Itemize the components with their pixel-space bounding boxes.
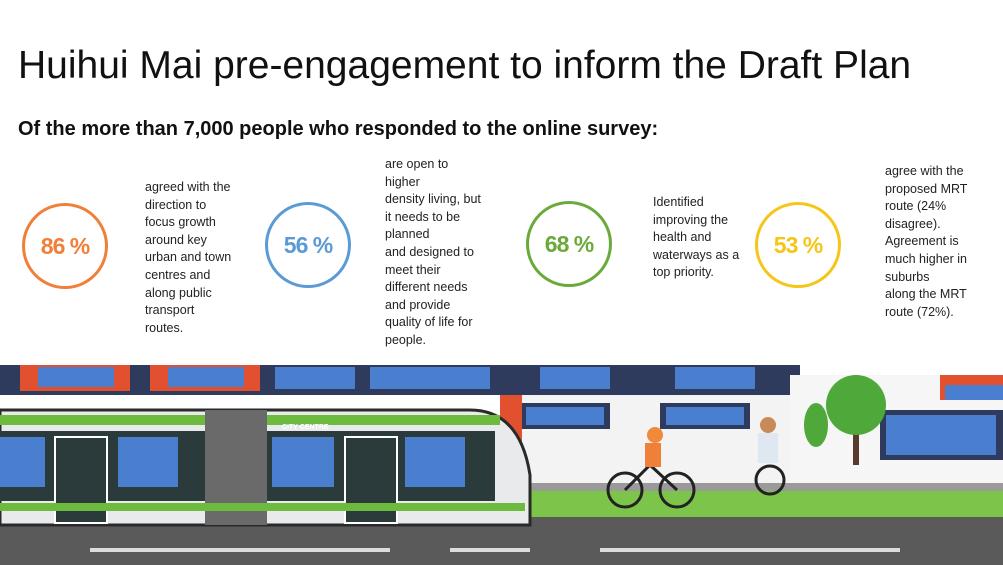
description-line: around key [145, 232, 207, 247]
description-line: transport [145, 303, 195, 318]
description-line: higher [385, 174, 420, 189]
description-line: proposed MRT [885, 181, 968, 196]
description-line: routes. [145, 320, 184, 335]
description-line: agreed with the [145, 180, 231, 194]
description-line: people. [385, 332, 427, 347]
description-line: suburbs [885, 269, 930, 284]
description-line: and designed to [385, 244, 474, 259]
description-line: urban and town [145, 250, 232, 265]
description-line: direction to [145, 197, 207, 212]
stat-circle: 53 % [755, 202, 841, 288]
description-line: it needs to be [385, 209, 461, 224]
stat-description: Identified improving the health and waterwa… [653, 194, 739, 282]
description-line: meet their [385, 262, 441, 277]
description-line: quality of life for [385, 315, 473, 330]
description-line: health and [653, 230, 712, 245]
description-line: Identified [653, 195, 704, 209]
stat-description: agree with the proposed MRT route (24% disa… [885, 163, 967, 321]
description-line: improving the [653, 212, 729, 227]
slide-subtitle: Of the more than 7,000 people who respon… [18, 118, 659, 140]
description-line: and provide [385, 297, 451, 312]
description-line: disagree). [885, 216, 941, 231]
stat-circle: 68 % [526, 201, 612, 287]
description-line: along the MRT [885, 287, 967, 302]
description-line: different needs [385, 280, 468, 295]
description-line: focus growth [145, 215, 216, 230]
description-line: planned [385, 227, 430, 242]
description-line: Agreement is [885, 234, 959, 249]
tram-sign: CITY CENTRE [282, 424, 329, 431]
description-line: are open to [385, 157, 449, 171]
slide-title: Huihui Mai pre-engagement to inform the … [18, 44, 912, 87]
description-line: agree with the [885, 164, 964, 178]
stat-circle: 56 % [265, 202, 351, 288]
description-line: route (72%). [885, 304, 954, 319]
street-illustration: CITY CENTRE [0, 365, 1003, 565]
stat-circle: 86 % [22, 203, 108, 289]
description-line: waterways as a [653, 247, 740, 262]
description-line: along public [145, 285, 212, 300]
stat-description: are open to higher density living, but it n… [385, 156, 481, 350]
description-line: centres and [145, 267, 211, 282]
description-line: top priority. [653, 265, 714, 280]
description-line: density living, but [385, 192, 481, 207]
description-line: much higher in [885, 251, 967, 266]
description-line: route (24% [885, 199, 947, 214]
stat-description: agreed with the direction to focus growth a… [145, 179, 231, 337]
